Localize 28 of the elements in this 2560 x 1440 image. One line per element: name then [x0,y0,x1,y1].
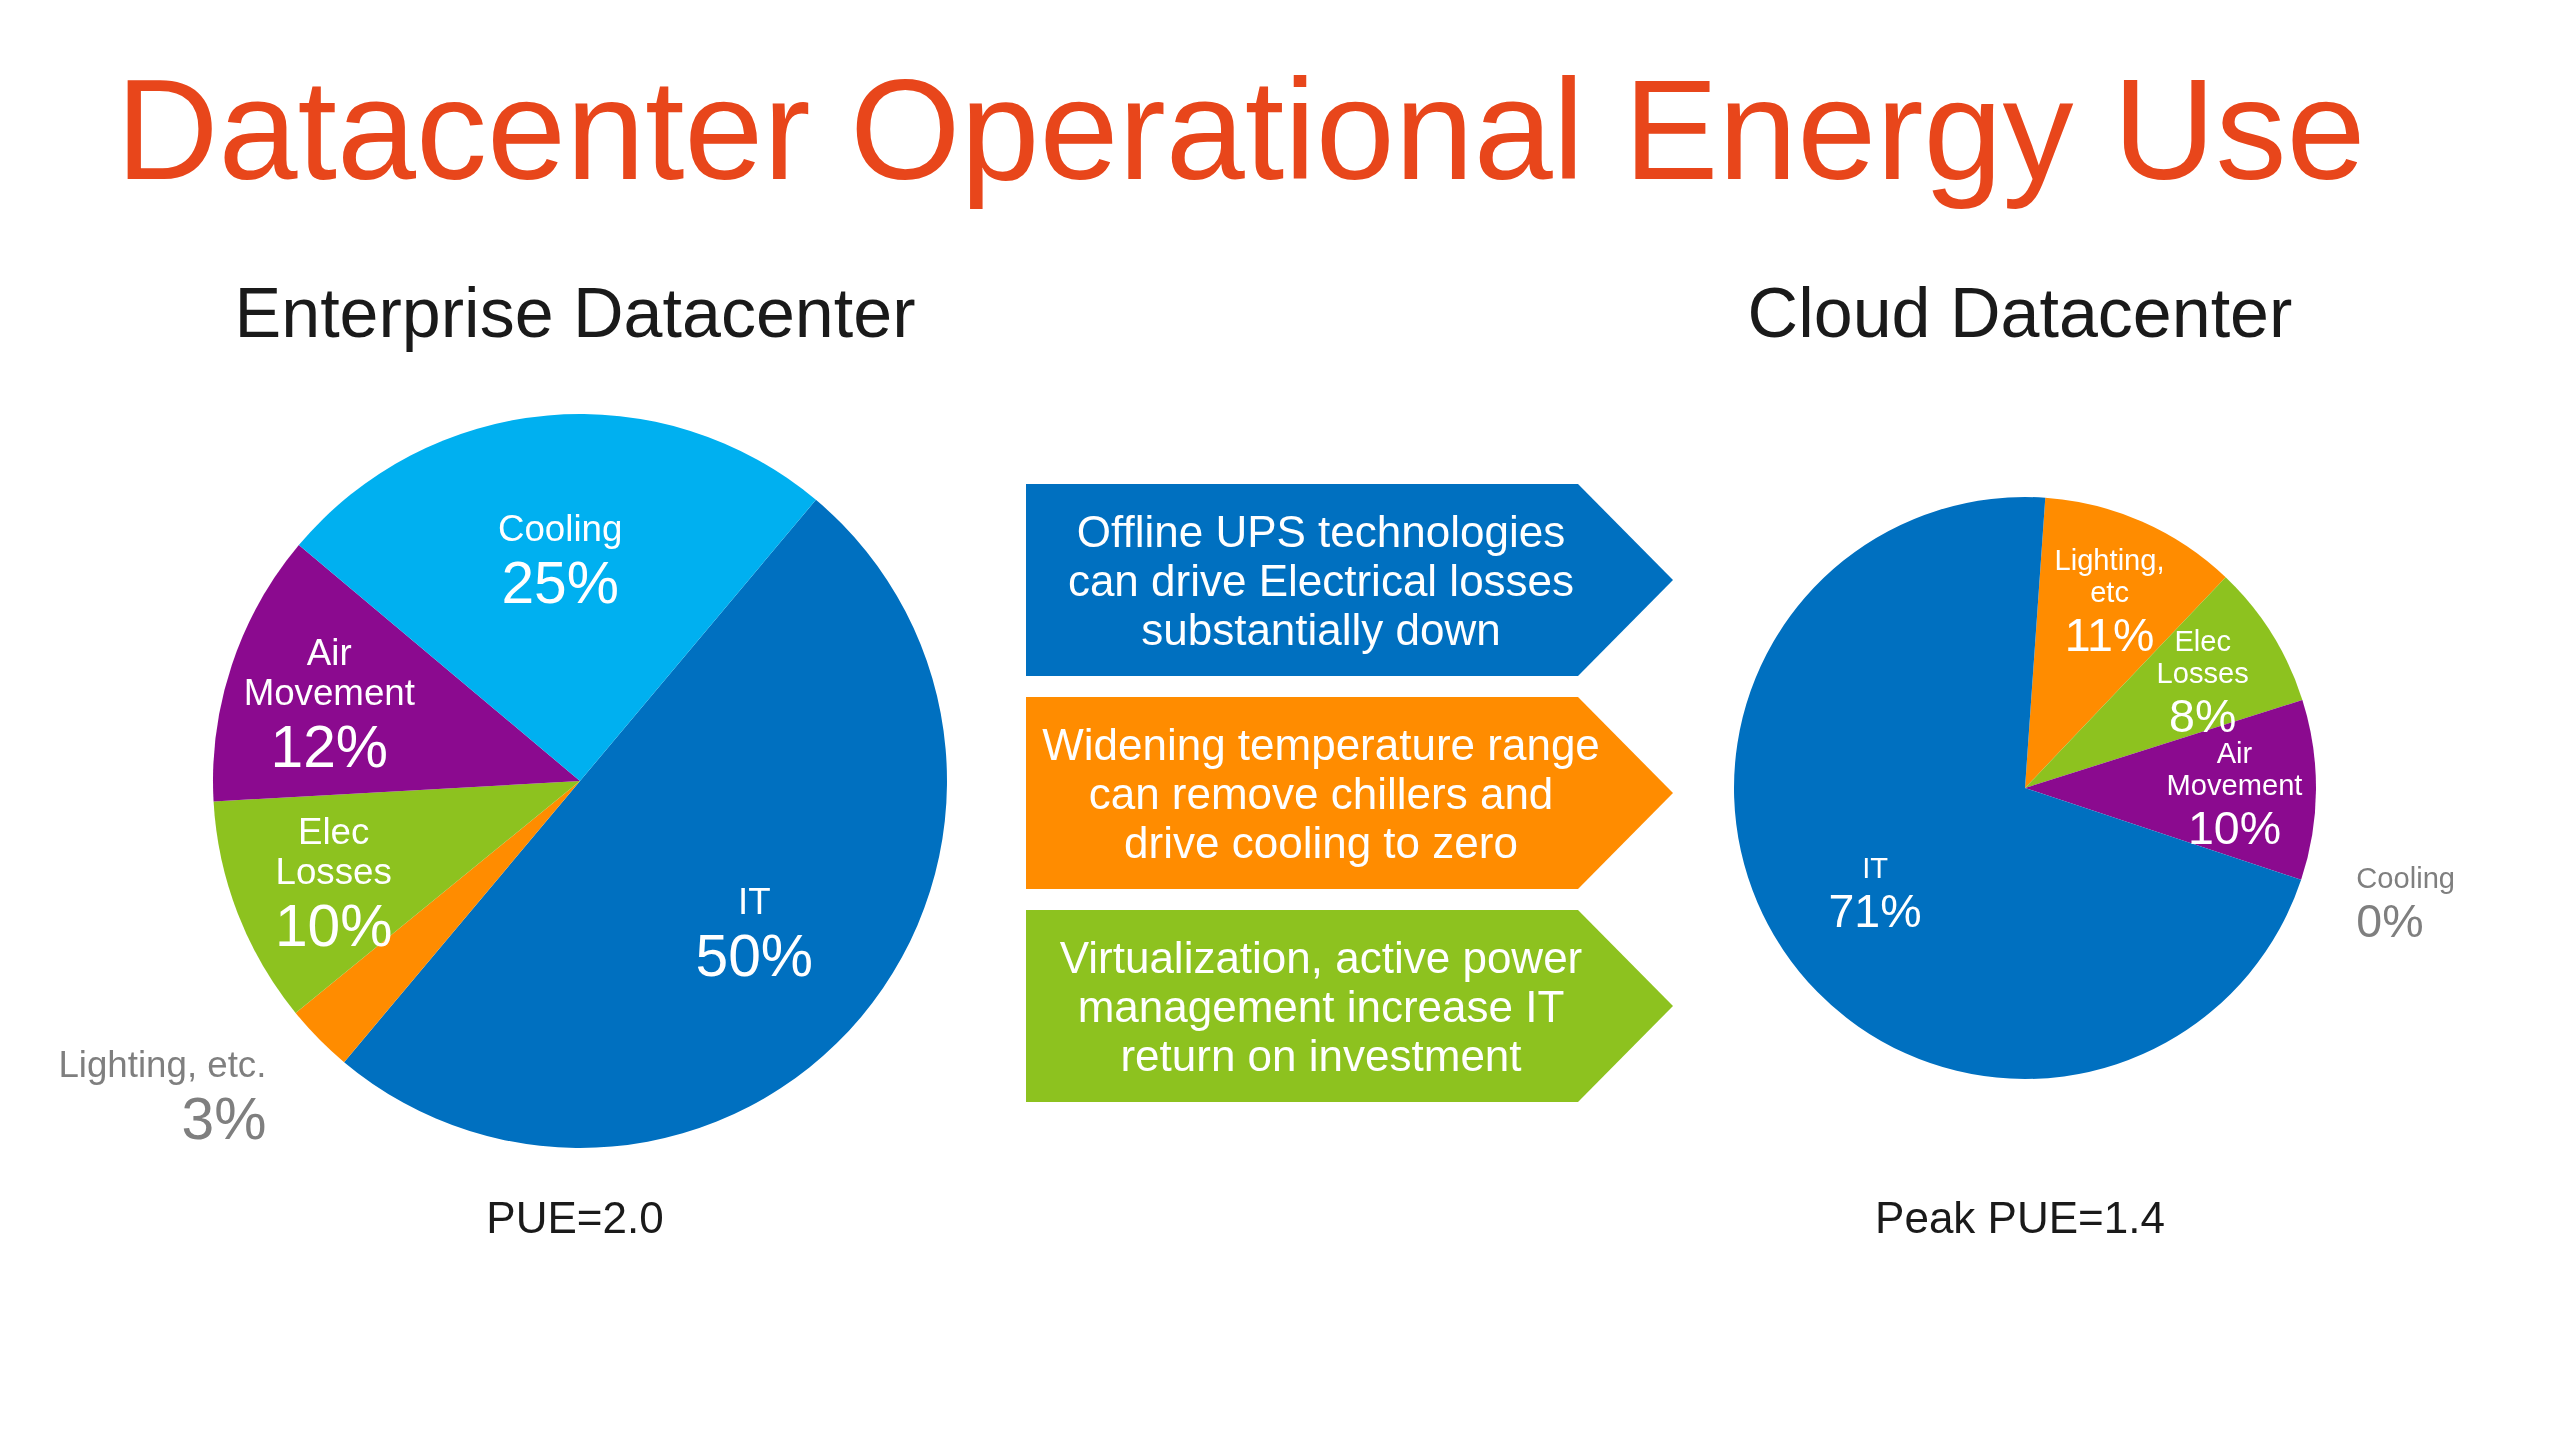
pie-slice [1734,497,2302,1079]
data-label: 50% [695,923,814,989]
slice-label: Cooling [497,508,623,550]
slice-label: Elec Losses [2156,624,2249,689]
slice-label: IT [1862,852,1889,885]
data-label: 71% [1828,885,1922,938]
slice-label: Elec Losses [275,810,392,892]
pie-slice [213,781,580,1013]
data-label: 25% [501,550,619,616]
data-label: 12% [270,713,389,779]
text: Offline UPS technologies can drive Electrical losses substantially down [1066,505,1576,656]
slice-label: IT [738,881,771,923]
text: Virtualization, active power management increase IT return on investment [1058,931,1584,1082]
category-label: Cooling [2356,862,2456,895]
text: Widening temperature range can remove chillers and drive cooling to zero [1041,718,1601,869]
slice-label: Lighting, etc. [58,1044,267,1086]
text: PUE=2.0 [485,1193,665,1243]
data-label: 10% [274,892,393,958]
text: 0% [2356,894,2424,947]
data-label: 3% [181,1086,267,1152]
slice-label: Air Movement [243,631,415,713]
data-label: 11% [2064,609,2155,662]
text: Datacenter Operational Energy Use [116,49,2366,211]
data-label: 10% [2187,802,2282,855]
chart-title: Enterprise Datacenter [233,273,917,354]
text: Peak PUE=1.4 [1874,1193,2166,1243]
chart-title: Cloud Datacenter [1746,273,2294,354]
slice-label: Lighting, etc [2054,544,2165,609]
